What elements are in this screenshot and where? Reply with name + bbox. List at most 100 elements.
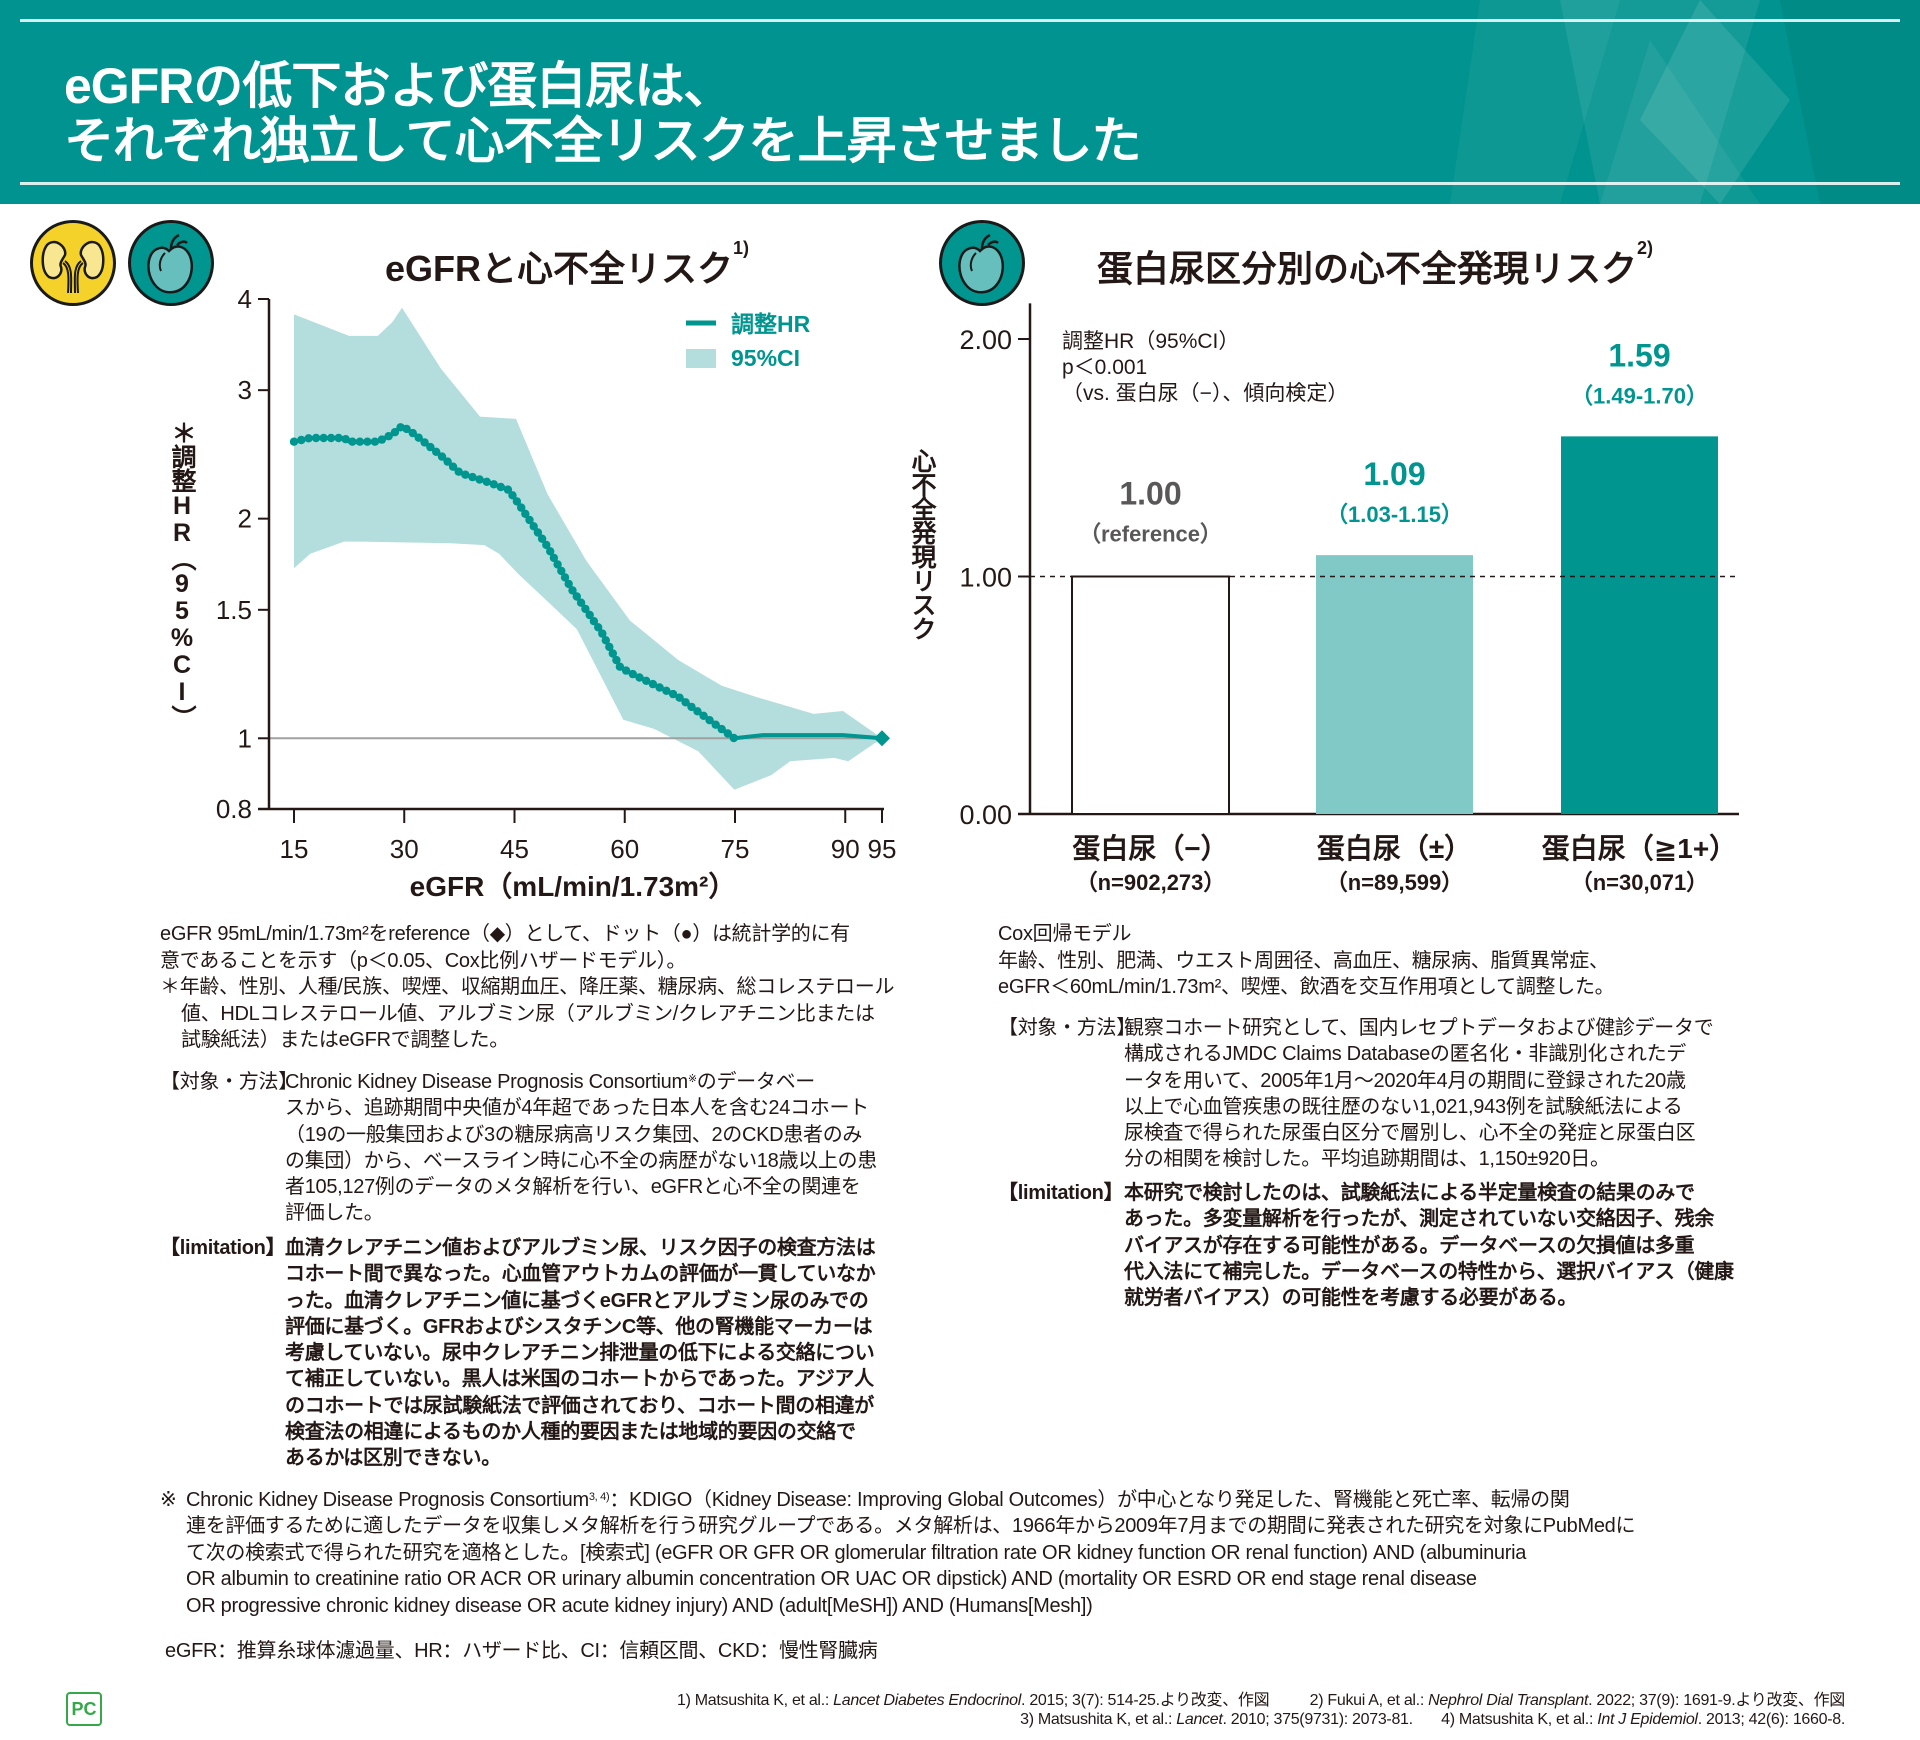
significance-dot (426, 442, 435, 452)
significance-dot (533, 528, 543, 537)
note-line: 年齢、性別、肥満、ウエスト周囲径、高血圧、糖尿病、脂質異常症、 (998, 949, 1609, 972)
footnote-text: ：KDIGO（Kidney Disease: Improving Global … (609, 1489, 1570, 1511)
significance-dot (693, 707, 702, 716)
ci-band (294, 307, 882, 790)
limitation-line: コホート間で異なった。心血管アウトカムの評価が一貫していなか (285, 1263, 876, 1286)
x-tick-label: 95 (868, 834, 897, 864)
significance-dot (681, 698, 690, 707)
significance-dot (546, 547, 555, 556)
significance-dot (605, 642, 614, 652)
significance-dot (355, 437, 365, 446)
significance-dot (508, 491, 517, 500)
ref-details: . 2013; 42(6): 1660-8. (1697, 1711, 1846, 1728)
significance-dot (437, 452, 447, 461)
references: 1) Matsushita K, et al.: Lancet Diabetes… (677, 1691, 1845, 1729)
methods-line: の集団）から、ベースライン時に心不全の病歴がない18歳以上の患 (285, 1149, 877, 1172)
x-tick-label: 45 (500, 834, 529, 864)
significance-dot (289, 437, 299, 446)
significance-dot (489, 480, 498, 489)
significance-dot (598, 629, 607, 638)
heart-icon (128, 220, 214, 306)
significance-dot (319, 433, 328, 443)
y-tick-label: 3 (238, 375, 252, 405)
significance-dot (705, 716, 714, 725)
bar-value-label: 1.09 (1363, 456, 1425, 492)
reference-marker[interactable]: 2) (1637, 238, 1654, 258)
reference-4: 4) Matsushita K, et al.: Int J Epidemiol… (1441, 1711, 1845, 1728)
abbreviations: eGFR：推算糸球体濾過量、HR：ハザード比、CI：信頼区間、CKD：慢性腎臓病 (165, 1640, 878, 1662)
header-rule-bottom (20, 182, 1900, 185)
category-label: 蛋白尿（≧1+） (1542, 832, 1737, 864)
limitation-line: 血清クレアチニン値およびアルブミン尿、リスク因子の検査方法は (285, 1237, 876, 1259)
heart-icon (939, 220, 1025, 306)
methods-line: 以上で心血管疾患の既往歴のない1,021,943例を試験紙法による (1124, 1095, 1683, 1118)
stats-annotation: 調整HR（95%CI） (1062, 330, 1239, 353)
reference-marker[interactable]: 3, 4) (588, 1491, 610, 1503)
consortium-footnote: ※ Chronic Kidney Disease Prognosis Conso… (160, 1487, 1780, 1627)
ref-authors: 1) Matsushita K, et al.: (677, 1692, 834, 1709)
ref-details: . 2015; 3(7): 514-25.より改変、作図 (1021, 1692, 1270, 1709)
significance-dot (729, 733, 738, 743)
methods-label: 【対象・方法】 (160, 1071, 298, 1093)
significance-dot (482, 477, 491, 486)
bar (1316, 555, 1473, 814)
stats-annotation: （vs. 蛋白尿（−）、傾向検定） (1062, 382, 1348, 405)
significance-dot (377, 435, 387, 444)
significance-dot (341, 435, 350, 444)
bar-ci-label: （1.03-1.15） (1326, 502, 1463, 527)
note-line: 試験紙法）またはeGFRで調整した。 (181, 1029, 509, 1051)
note-line: Cox回帰モデル (998, 923, 1132, 945)
significance-dot (311, 433, 321, 443)
ref-details: . 2022; 37(9): 1691-9.より改変、作図 (1588, 1692, 1845, 1709)
ref-journal: Lancet (1176, 1711, 1223, 1728)
limitation-line: 代入法にて補完した。データベースの特性から、選択バイアス（健康 (1124, 1260, 1734, 1283)
footnote-line: て次の検索式で得られた研究を適格とした。[検索式] (eGFR OR GFR O… (186, 1541, 1527, 1564)
legend-label-ci: 95%CI (731, 345, 800, 371)
left-chart-title: eGFRと心不全リスク1) (385, 238, 750, 292)
significance-dot (594, 623, 603, 632)
significance-dot (384, 432, 393, 441)
significance-dot (348, 437, 357, 446)
note-line: 意であることを示す（p＜0.05、Cox比例ハザードモデル）。 (160, 949, 687, 972)
footnote-marker: ※ (687, 1073, 697, 1085)
significance-dot (454, 467, 463, 476)
limitation-line: あった。多変量解析を行ったが、測定されていない交絡因子、残余 (1124, 1208, 1714, 1231)
left-methods-block: 【対象・方法】 Chronic Kidney Disease Prognosis… (160, 1069, 920, 1229)
header-rule-top (20, 19, 1900, 22)
bar-value-label: 1.00 (1119, 476, 1181, 512)
ref-journal: Lancet Diabetes Endocrinol (833, 1692, 1022, 1709)
limitation-label: 【limitation】 (160, 1237, 286, 1259)
x-tick-label: 75 (721, 834, 750, 864)
ref-journal: Int J Epidemiol (1597, 1711, 1698, 1728)
significance-dot (568, 586, 577, 595)
header-banner: eGFRの低下および蛋白尿は、 それぞれ独立して心不全リスクを上昇させました (0, 0, 1920, 204)
footnote-line: OR albumin to creatinine ratio OR ACR OR… (186, 1568, 1477, 1591)
significance-dot (512, 497, 522, 506)
footnote-text: Chronic Kidney Disease Prognosis Consort… (186, 1489, 589, 1511)
x-tick-label: 60 (610, 834, 639, 864)
right-chart-notes: Cox回帰モデル 年齢、性別、肥満、ウエスト周囲径、高血圧、糖尿病、脂質異常症、… (998, 921, 1615, 1001)
legend-label-hr: 調整HR (731, 311, 811, 337)
x-tick-label: 30 (390, 834, 419, 864)
ref-details: . 2010; 375(9731): 2073-81. (1222, 1711, 1414, 1728)
methods-line: ータを用いて、2005年1月～2020年4月の期間に登録された20歳 (1124, 1069, 1686, 1092)
significance-dot (601, 636, 610, 645)
significance-dot (615, 662, 625, 671)
reference-1: 1) Matsushita K, et al.: Lancet Diabetes… (677, 1692, 1270, 1709)
page-title-line-1: eGFRの低下および蛋白尿は、 (64, 58, 733, 114)
y-tick-label: 1.00 (959, 563, 1012, 593)
x-tick-label: 15 (280, 834, 309, 864)
significance-dot (517, 503, 526, 512)
significance-dot (668, 689, 678, 699)
footnote-line: 連を評価するために適したデータを収集しメタ解析を行う研究グループである。メタ解析… (186, 1515, 1636, 1538)
bar-value-label: 1.59 (1608, 337, 1670, 373)
limitation-line: った。血清クレアチニン値に基づくeGFRとアルブミン尿のみでの (285, 1289, 869, 1312)
significance-dot (723, 729, 732, 738)
methods-line: 者105,127例のデータのメタ解析を行い、eGFRと心不全の関連を (285, 1176, 861, 1199)
y-tick-label: 1 (238, 723, 252, 753)
significance-dot (542, 540, 551, 550)
methods-line: 分の相関を検討した。平均追跡期間は、1,150±920日。 (1124, 1148, 1610, 1171)
y-tick-label: 4 (238, 284, 252, 314)
reference-marker[interactable]: 1) (733, 238, 750, 258)
methods-line: 構成されるJMDC Claims Databaseの匿名化・非識別化されたデ (1124, 1043, 1686, 1066)
